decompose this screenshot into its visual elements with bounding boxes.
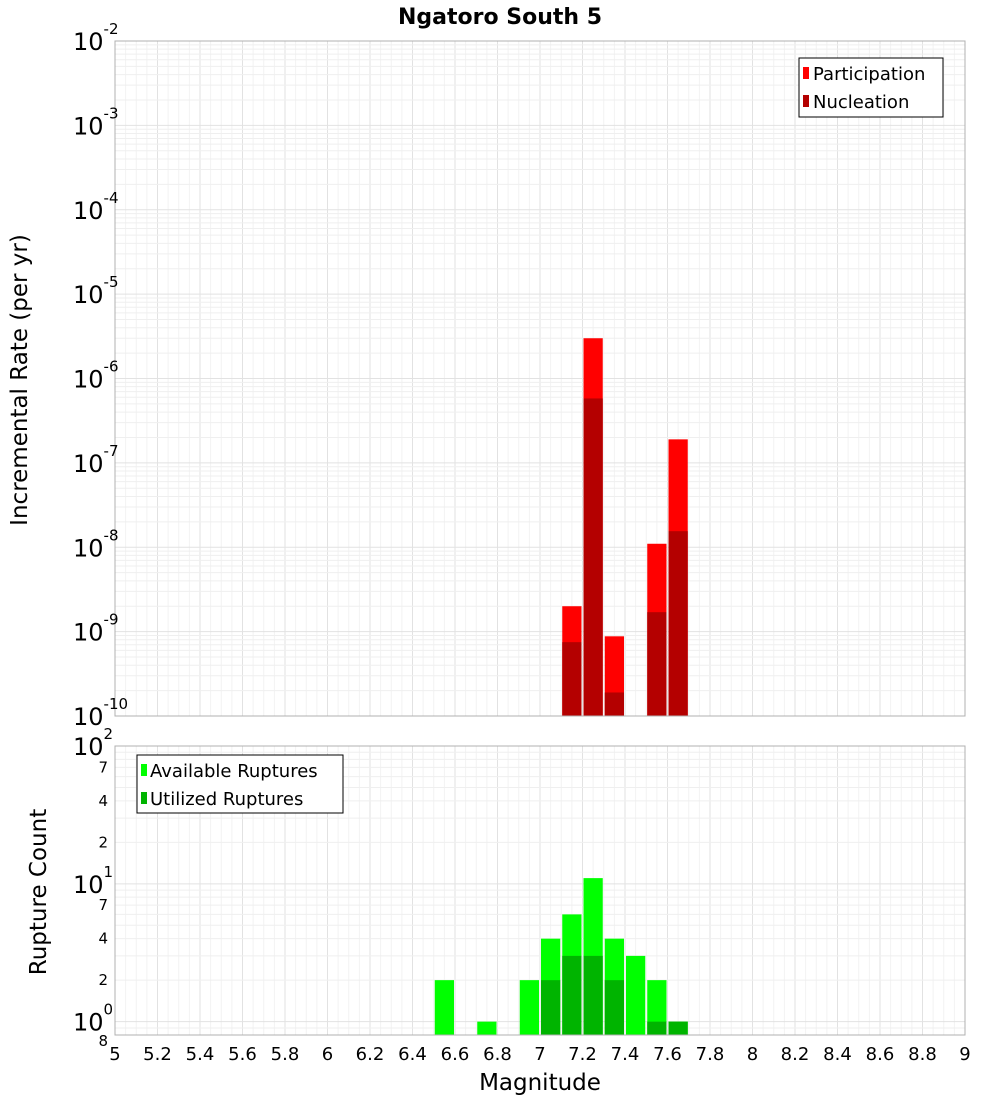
y-tick-label: 10-8 — [73, 526, 119, 562]
y-tick-label: 101 — [73, 863, 113, 899]
rate-bar-nucleation — [583, 398, 603, 716]
rate-bar-nucleation — [562, 642, 582, 716]
count-bar-utilized-ruptures — [647, 1021, 667, 1035]
rate-bar-nucleation — [668, 531, 688, 716]
x-tick-label: 6.8 — [483, 1044, 512, 1065]
count-bar-available-ruptures — [647, 980, 667, 1035]
legend-swatch-nucleation — [803, 95, 809, 107]
x-tick-label: 6 — [322, 1044, 333, 1065]
rate-bars — [562, 338, 688, 716]
legend-label-utilized: Utilized Ruptures — [150, 789, 303, 810]
x-tick-label: 5.2 — [143, 1044, 172, 1065]
y-minor-tick-label: 4 — [98, 930, 108, 948]
x-tick-label: 6.2 — [356, 1044, 385, 1065]
x-tick-label: 5.6 — [228, 1044, 257, 1065]
y-minor-tick-label: 4 — [98, 792, 108, 810]
y-tick-label: 10-7 — [73, 442, 119, 478]
legend-swatch-available — [141, 764, 147, 776]
y-tick-label: 102 — [73, 725, 113, 761]
rate-plot-border — [114, 40, 966, 717]
count-bar-available-ruptures — [626, 955, 646, 1035]
x-tick-label: 5 — [109, 1044, 120, 1065]
rate-y-axis-label: Incremental Rate (per yr) — [7, 234, 33, 526]
rate-panel: 10-10 10-9 10-8 10-7 10-6 10-5 10-4 10-3 10-2 In… — [7, 20, 966, 731]
count-bar-available-ruptures — [477, 1021, 497, 1035]
x-tick-label: 7.2 — [568, 1044, 597, 1065]
y-minor-tick-label: 2 — [98, 833, 108, 851]
x-tick-label: 7.6 — [653, 1044, 682, 1065]
rate-y-ticks: 10-10 10-9 10-8 10-7 10-6 10-5 10-4 10-3 10-2 — [73, 20, 128, 731]
count-bar-utilized-ruptures — [668, 1021, 688, 1035]
legend-label-participation: Participation — [813, 64, 925, 85]
legend-swatch-participation — [803, 67, 809, 79]
rate-legend: Participation Nucleation — [798, 57, 944, 118]
rate-gridlines — [114, 40, 966, 717]
count-y-axis-label: Rupture Count — [26, 809, 52, 975]
y-tick-label: 10-10 — [73, 695, 128, 731]
y-minor-tick-label: 8 — [98, 1032, 108, 1050]
count-bar-utilized-ruptures — [541, 980, 561, 1035]
y-tick-label: 10-2 — [73, 20, 119, 56]
legend-swatch-utilized — [141, 792, 147, 804]
y-tick-label: 10-3 — [73, 104, 119, 140]
y-tick-label: 10-6 — [73, 358, 119, 394]
x-ticks: 5 5.2 5.4 5.6 5.8 6 6.2 6.4 6.6 6.8 7 7.2 7.4 7.6 7.8 8… — [109, 1044, 970, 1065]
x-tick-label: 7 — [534, 1044, 545, 1065]
x-tick-label: 8.4 — [823, 1044, 852, 1065]
x-tick-label: 5.8 — [271, 1044, 300, 1065]
x-tick-label: 6.6 — [441, 1044, 470, 1065]
y-minor-tick-label: 7 — [98, 758, 108, 776]
x-tick-label: 8.6 — [866, 1044, 895, 1065]
count-bar-utilized-ruptures — [583, 955, 603, 1035]
count-bar-utilized-ruptures — [604, 980, 624, 1035]
count-bar-available-ruptures — [434, 980, 454, 1035]
chart-title: Ngatoro South 5 — [398, 5, 602, 30]
count-bars — [434, 878, 688, 1035]
x-tick-label: 8.8 — [908, 1044, 937, 1065]
rate-legend-box — [798, 57, 944, 118]
x-tick-label: 8.2 — [781, 1044, 810, 1065]
x-tick-label: 6.4 — [398, 1044, 427, 1065]
x-tick-label: 8 — [747, 1044, 758, 1065]
count-panel: 100 101 102 8 2 4 7 2 4 7 5 5.2 5.4 5.6 5.8 6 6.2 6.4 6.6… — [26, 725, 971, 1096]
rate-bar-nucleation — [647, 612, 667, 716]
count-legend: Available Ruptures Utilized Ruptures — [136, 754, 344, 814]
x-tick-label: 7.8 — [696, 1044, 725, 1065]
x-tick-label: 7.4 — [611, 1044, 640, 1065]
y-tick-label: 10-9 — [73, 611, 119, 647]
count-y-ticks: 100 101 102 8 2 4 7 2 4 7 — [73, 725, 113, 1050]
x-tick-label: 9 — [959, 1044, 970, 1065]
count-bar-utilized-ruptures — [562, 955, 582, 1035]
legend-label-available: Available Ruptures — [150, 761, 318, 782]
x-tick-label: 5.4 — [186, 1044, 215, 1065]
x-axis-label: Magnitude — [479, 1070, 601, 1096]
y-tick-label: 10-4 — [73, 189, 119, 225]
count-bar-available-ruptures — [519, 980, 539, 1035]
y-tick-label: 10-5 — [73, 273, 119, 309]
y-tick-label: 100 — [73, 1001, 113, 1037]
count-plot-border — [114, 745, 966, 1036]
y-minor-tick-label: 7 — [98, 896, 108, 914]
count-legend-box — [136, 754, 344, 814]
y-minor-tick-label: 2 — [98, 971, 108, 989]
legend-label-nucleation: Nucleation — [813, 92, 909, 113]
rate-bar-nucleation — [604, 692, 624, 716]
